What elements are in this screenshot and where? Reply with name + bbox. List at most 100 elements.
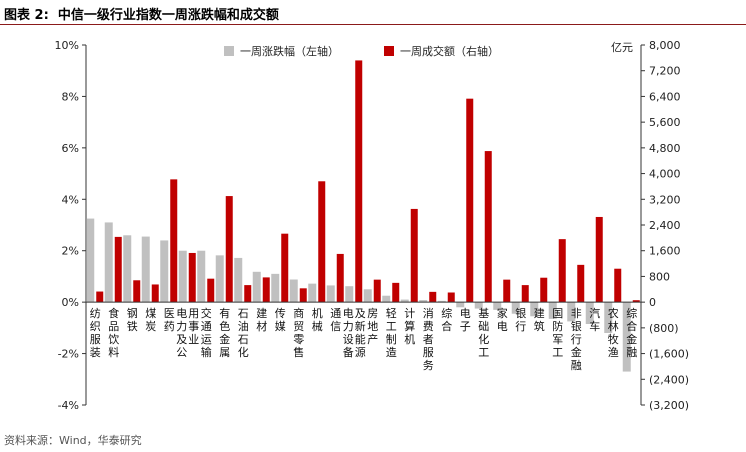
bar-weekly-change — [419, 300, 428, 303]
legend-label-change: 一周涨跌幅（左轴） — [240, 44, 339, 58]
category-label: 食品饮料 — [108, 306, 119, 359]
bar-weekly-change — [178, 250, 187, 303]
bar-weekly-change — [271, 273, 280, 303]
bar-weekly-turnover — [318, 181, 326, 303]
bar-weekly-turnover — [632, 300, 640, 303]
bar-weekly-change — [215, 255, 224, 303]
right-axis-unit: 亿元 — [611, 41, 633, 54]
category-label: 纺织服装 — [90, 306, 101, 359]
category-label: 农林牧渔 — [608, 306, 619, 359]
category-label-text: 汽车 — [589, 306, 600, 333]
category-label: 通信 — [330, 307, 341, 333]
bar-weekly-change — [289, 279, 298, 303]
bar-weekly-turnover — [558, 239, 566, 303]
bar-weekly-change — [345, 286, 354, 303]
category-label-text: 银行 — [515, 306, 526, 333]
bar-weekly-turnover — [392, 282, 400, 303]
category-label: 房地产 — [367, 307, 378, 346]
category-label-text: 房地产 — [367, 307, 378, 346]
bar-weekly-change — [530, 302, 539, 317]
category-label-text: 国防军工 — [552, 307, 563, 359]
bar-weekly-change — [234, 257, 243, 303]
category-label-text: 轻工制造 — [386, 306, 397, 359]
category-label: 综合金融 — [626, 306, 637, 359]
category-label-text: 煤炭 — [145, 307, 156, 333]
bar-weekly-turnover — [133, 280, 141, 303]
title-divider — [0, 24, 746, 25]
bar-weekly-change — [456, 302, 465, 308]
bar-weekly-turnover — [503, 279, 511, 303]
category-label: 电子 — [460, 307, 471, 333]
category-label: 计算机 — [404, 307, 415, 346]
bar-weekly-turnover — [466, 98, 474, 303]
category-label: 煤炭 — [145, 307, 156, 333]
right-axis-tick-label: 8,000 — [649, 39, 681, 52]
category-label-text: 农林牧渔 — [608, 306, 619, 359]
left-axis-tick-label: -4% — [58, 399, 79, 412]
bar-weekly-change — [400, 299, 409, 303]
bar-weekly-change — [104, 222, 113, 303]
bar-weekly-change — [437, 300, 446, 303]
bar-weekly-turnover — [595, 216, 603, 303]
bar-weekly-change — [567, 302, 576, 322]
category-label: 基础化工 — [478, 307, 489, 359]
legend-label-turnover: 一周成交额（右轴） — [400, 44, 499, 58]
category-label-text: 通信 — [330, 307, 341, 333]
bar-weekly-turnover — [299, 288, 307, 303]
category-label: 建筑 — [534, 306, 545, 333]
bar-weekly-turnover — [207, 278, 215, 303]
category-label: 医药 — [164, 307, 175, 333]
category-label-text: 建材 — [256, 306, 267, 333]
bar-weekly-turnover — [410, 208, 418, 303]
category-label: 银行 — [515, 306, 526, 333]
right-axis-tick-label: (800) — [649, 322, 679, 335]
category-label-text: 电子 — [460, 307, 471, 333]
right-axis-tick-label: 4,000 — [649, 168, 681, 181]
left-axis-tick-label: 8% — [62, 90, 79, 103]
category-label-text: 纺织服装 — [90, 306, 101, 359]
bar-weekly-change — [585, 302, 594, 324]
bar-weekly-turnover — [188, 252, 196, 303]
bar-weekly-turnover — [170, 179, 178, 303]
legend-swatch-turnover — [384, 46, 394, 56]
category-label: 家电 — [497, 306, 508, 333]
category-label-text: 消费者服务 — [423, 306, 434, 372]
category-label: 交通运输 — [201, 306, 212, 359]
category-label: 有色金属 — [219, 306, 230, 359]
right-axis-tick-label: 800 — [649, 270, 670, 283]
category-label: 综合 — [441, 306, 452, 333]
bar-weekly-change — [86, 218, 95, 303]
category-label-text: 传媒 — [275, 307, 286, 333]
category-label-text: 商贸零售 — [293, 306, 304, 359]
category-label-text: 综合 — [441, 306, 452, 333]
category-label: 非银行金融 — [571, 307, 582, 372]
bar-weekly-change — [382, 295, 391, 303]
right-axis-tick-label: (3,200) — [649, 399, 689, 412]
bar-weekly-turnover — [577, 264, 585, 303]
category-label: 商贸零售 — [293, 306, 304, 359]
right-axis-tick-label: 1,600 — [649, 245, 681, 258]
category-label-text: 医药 — [164, 307, 175, 333]
left-axis-tick-label: 2% — [62, 245, 79, 258]
bar-weekly-turnover — [336, 253, 344, 303]
bar-weekly-change — [160, 240, 169, 303]
left-axis-tick-label: 10% — [55, 39, 79, 52]
category-label-text: 石油石化 — [238, 307, 249, 359]
category-label-text: 家电 — [497, 306, 508, 333]
bar-weekly-turnover — [484, 151, 492, 303]
category-label-text: 电力及公 — [176, 307, 187, 359]
category-label-text: 基础化工 — [478, 307, 489, 359]
bar-weekly-turnover — [521, 285, 529, 303]
category-label-text: 用事业 — [188, 307, 199, 346]
bar-weekly-turnover — [151, 284, 159, 303]
category-label-text: 电力设备 — [343, 307, 354, 359]
bar-weekly-change — [363, 289, 372, 303]
left-axis-tick-label: -2% — [58, 348, 79, 361]
category-label: 传媒 — [275, 307, 286, 333]
category-label: 机械 — [312, 306, 323, 333]
category-label: 钢铁 — [127, 307, 138, 333]
bar-chart: 10% 8% 6% 4% 2% 0% -2% -4% 8,000 7,200 6,400 5,600 4… — [55, 39, 690, 412]
